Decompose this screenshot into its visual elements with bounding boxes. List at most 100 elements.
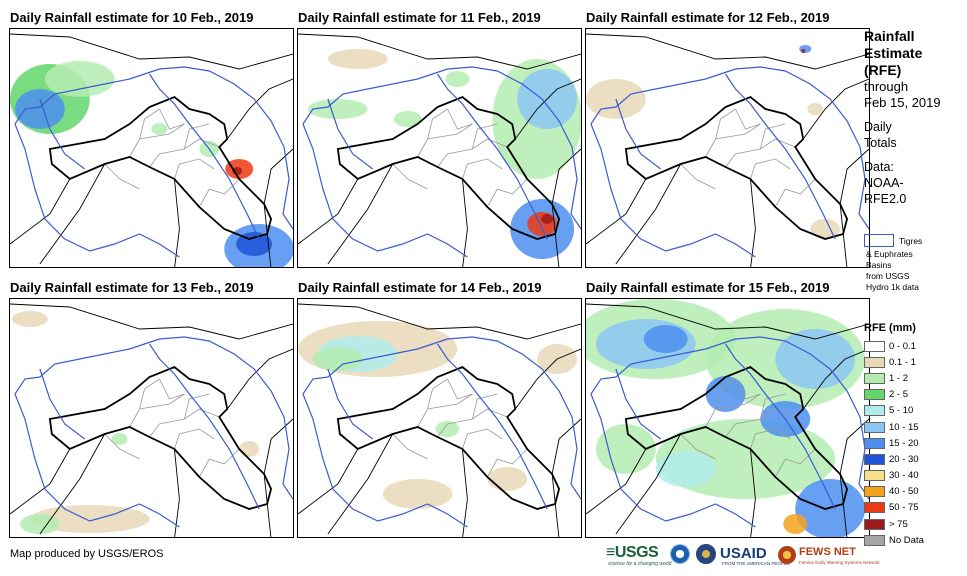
legend-title-line-3: (RFE)	[864, 62, 902, 78]
basin-label-hydro: Hydro 1k data	[866, 282, 919, 292]
iraq-border	[336, 365, 561, 510]
rfe-legend-item: 0 - 0.1	[864, 338, 964, 354]
rfe-label: 5 - 10	[889, 405, 914, 417]
tigris-euphrates-basins	[14, 336, 293, 528]
rfe-legend-items: 0 - 0.1 0.1 - 1 1 - 2 2 - 5 5 - 10 10 - 15 15 …	[864, 338, 964, 548]
rfe-label: 40 - 50	[889, 486, 919, 498]
rainfall-area	[801, 49, 806, 53]
rainfall-area	[799, 45, 812, 53]
rainfall-area	[307, 99, 368, 119]
doi-seal-logo	[696, 544, 716, 564]
rainfall-layer	[307, 49, 581, 259]
rfe-swatch	[864, 405, 885, 417]
country-borders	[10, 303, 293, 537]
rfe-swatch	[864, 453, 885, 465]
rainfall-area	[19, 514, 60, 534]
panel-title-3: Daily Rainfall estimate for 12 Feb., 201…	[586, 10, 830, 25]
fews-net-logo: FEWS NET	[799, 546, 856, 558]
map-credit: Map produced by USGS/EROS	[10, 548, 164, 560]
legend-daily: Daily	[864, 120, 892, 134]
rfe-legend-item: 10 - 15	[864, 419, 964, 435]
iraq-border	[624, 95, 849, 240]
rfe-swatch	[864, 340, 885, 352]
legend-daily-totals: Daily Totals	[864, 119, 964, 151]
rainfall-map-3	[585, 28, 870, 268]
panel-title-4: Daily Rainfall estimate for 13 Feb., 201…	[10, 280, 254, 295]
tigris-euphrates-basins	[302, 336, 581, 528]
rfe-legend-item: 50 - 75	[864, 500, 964, 516]
iraq-border	[48, 365, 273, 510]
tigris-euphrates-basins	[302, 66, 581, 258]
rainfall-area	[775, 329, 856, 389]
rfe-swatch	[864, 372, 885, 384]
admin-boundaries	[392, 378, 528, 478]
legend-description: Rainfall Estimate (RFE) through Feb 15, …	[864, 28, 964, 207]
iraq-border	[48, 95, 273, 240]
iraq-border	[336, 95, 561, 240]
rfe-label: 0 - 0.1	[889, 340, 916, 352]
rainfall-area	[327, 49, 388, 69]
rainfall-area	[527, 212, 558, 236]
rfe-label: No Data	[889, 534, 924, 546]
rainfall-area	[643, 325, 688, 353]
rfe-label: 30 - 40	[889, 470, 919, 482]
legend-data-source: Data: NOAA- RFE2.0	[864, 159, 964, 207]
rfe-legend-item: 2 - 5	[864, 387, 964, 403]
rfe-legend-item: 30 - 40	[864, 468, 964, 484]
rainfall-map-5	[297, 298, 582, 538]
legend-title-line-1: Rainfall	[864, 28, 915, 44]
rfe-legend-item: No Data	[864, 532, 964, 548]
usgs-tagline: science for a changing world	[608, 561, 672, 567]
panel-title-6: Daily Rainfall estimate for 15 Feb., 201…	[586, 280, 830, 295]
rfe-label: 15 - 20	[889, 437, 919, 449]
usgs-logo: ≡USGS	[606, 544, 659, 561]
rfe-label: 50 - 75	[889, 502, 919, 514]
rainfall-layer	[586, 45, 841, 239]
rainfall-layer	[586, 299, 866, 537]
tigris-euphrates-basins	[14, 66, 293, 258]
admin-boundaries	[104, 108, 240, 208]
legend-through: through	[864, 79, 909, 94]
rfe-swatch	[864, 421, 885, 433]
rainfall-layer	[298, 321, 578, 509]
rfe-swatch	[864, 486, 885, 498]
basin-label-source: from USGS	[866, 271, 910, 281]
panel-title-1: Daily Rainfall estimate for 10 Feb., 201…	[10, 10, 254, 25]
country-borders	[298, 33, 581, 267]
rainfall-area	[655, 451, 716, 487]
rfe-legend-item: 5 - 10	[864, 403, 964, 419]
usaid-tagline: FROM THE AMERICAN PEOPLE	[722, 561, 790, 566]
rainfall-map-2	[297, 28, 582, 268]
rfe-label: 2 - 5	[889, 389, 909, 401]
rfe-label: 10 - 15	[889, 421, 919, 433]
rainfall-area	[487, 467, 528, 491]
rfe-swatch	[864, 518, 885, 530]
rfe-legend-item: 0.1 - 1	[864, 354, 964, 370]
logo-strip: ≡USGS science for a changing world USAID…	[606, 543, 880, 569]
rfe-label: 20 - 30	[889, 453, 919, 465]
fews-emblem-logo	[778, 546, 796, 564]
rfe-swatch	[864, 389, 885, 401]
rainfall-area	[111, 433, 128, 445]
legend-data-noaa: NOAA-	[864, 176, 904, 190]
rainfall-area	[393, 111, 422, 127]
admin-boundaries	[104, 378, 240, 478]
iraq-border	[624, 365, 849, 510]
rainfall-area	[595, 424, 656, 474]
tigris-euphrates-basins	[590, 336, 869, 528]
admin-boundaries	[392, 108, 528, 208]
fews-net-tagline: Famine Early Warning Systems Network	[799, 560, 880, 565]
rainfall-area	[541, 214, 554, 224]
legend-date: Feb 15, 2019	[864, 95, 941, 110]
rfe-legend-item: 1 - 2	[864, 370, 964, 386]
country-borders	[586, 303, 869, 537]
rfe-legend-item: 40 - 50	[864, 484, 964, 500]
panel-title-5: Daily Rainfall estimate for 14 Feb., 201…	[298, 280, 542, 295]
rfe-label: > 75	[889, 518, 908, 530]
rfe-legend: RFE (mm) 0 - 0.1 0.1 - 1 1 - 2 2 - 5 5 - 10 1…	[864, 322, 964, 548]
rainfall-area	[239, 441, 260, 457]
basin-swatch	[864, 234, 894, 247]
rfe-legend-item: 20 - 30	[864, 451, 964, 467]
rfe-legend-item: 15 - 20	[864, 435, 964, 451]
rfe-swatch	[864, 534, 885, 546]
